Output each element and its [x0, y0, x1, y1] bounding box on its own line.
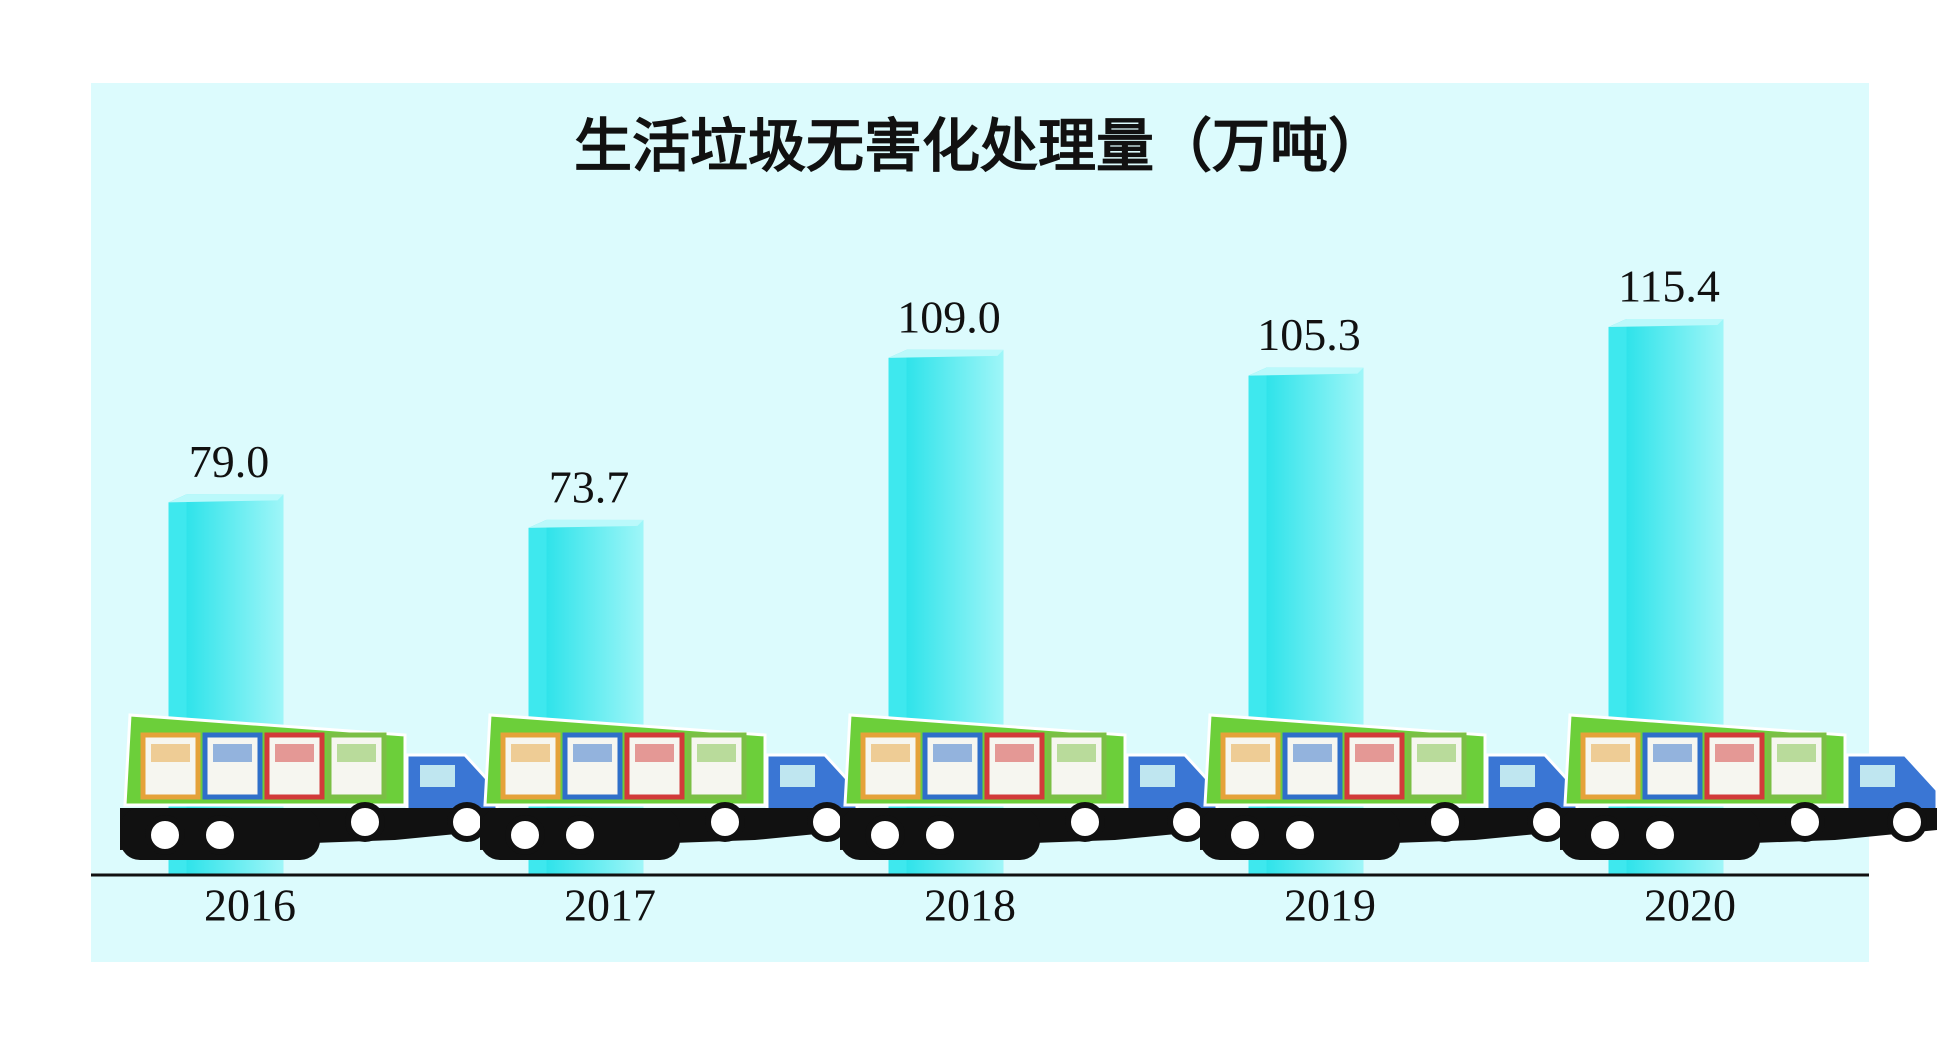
bin-icon	[871, 744, 910, 762]
cab-window	[1140, 765, 1175, 787]
x-tick-label: 2019	[1284, 880, 1376, 931]
bin-icon	[573, 744, 612, 762]
wheel	[1527, 802, 1567, 842]
bin-icon	[635, 744, 674, 762]
wheel	[345, 802, 385, 842]
value-label: 79.0	[189, 436, 270, 487]
wheel	[920, 815, 960, 855]
bin-icon	[1231, 744, 1270, 762]
bin-icon	[337, 744, 376, 762]
x-tick-label: 2017	[564, 880, 656, 931]
wheel	[1785, 802, 1825, 842]
bar-top	[168, 494, 284, 503]
bin-icon	[1417, 744, 1456, 762]
bin-icon	[697, 744, 736, 762]
wheel	[145, 815, 185, 855]
bin-icon	[1293, 744, 1332, 762]
chart-title: 生活垃圾无害化处理量（万吨）	[574, 112, 1386, 180]
wheel	[865, 815, 905, 855]
wheel	[200, 815, 240, 855]
wheel	[1065, 802, 1105, 842]
value-label: 73.7	[549, 461, 630, 512]
bin-icon	[511, 744, 550, 762]
wheel	[1425, 802, 1465, 842]
wheel	[705, 802, 745, 842]
wheel	[807, 802, 847, 842]
wheel	[1640, 815, 1680, 855]
wheel	[1167, 802, 1207, 842]
bar-top	[1608, 319, 1724, 327]
x-tick-label: 2016	[204, 880, 296, 931]
truck	[120, 713, 499, 860]
plot: 79.0 2016 73.7 2017 109.0 2018 105.3 2019 115.4 2…	[120, 261, 1939, 931]
wheel	[505, 815, 545, 855]
truck	[1560, 713, 1939, 860]
value-label: 105.3	[1257, 309, 1361, 360]
wheel	[560, 815, 600, 855]
wheel	[1280, 815, 1320, 855]
bin-icon	[213, 744, 252, 762]
value-label: 115.4	[1618, 261, 1720, 312]
bin-icon	[1057, 744, 1096, 762]
truck	[1200, 713, 1579, 860]
x-tick-label: 2018	[924, 880, 1016, 931]
bin-icon	[1591, 744, 1630, 762]
cab-window	[1500, 765, 1535, 787]
wheel	[1887, 802, 1927, 842]
bin-icon	[1355, 744, 1394, 762]
cab-window	[1860, 765, 1895, 787]
bar-top	[888, 349, 1004, 358]
bin-icon	[1653, 744, 1692, 762]
truck	[840, 713, 1219, 860]
cab-window	[780, 765, 815, 787]
bin-icon	[933, 744, 972, 762]
bar-top	[1248, 367, 1364, 376]
truck	[480, 713, 859, 860]
value-label: 109.0	[897, 291, 1001, 342]
wheel	[1225, 815, 1265, 855]
bin-icon	[1715, 744, 1754, 762]
bin-icon	[995, 744, 1034, 762]
x-tick-label: 2020	[1644, 880, 1736, 931]
cab-window	[420, 765, 455, 787]
wheel	[447, 802, 487, 842]
bin-icon	[151, 744, 190, 762]
bin-icon	[275, 744, 314, 762]
wheel	[1585, 815, 1625, 855]
bin-icon	[1777, 744, 1816, 762]
bar-top	[528, 519, 644, 528]
